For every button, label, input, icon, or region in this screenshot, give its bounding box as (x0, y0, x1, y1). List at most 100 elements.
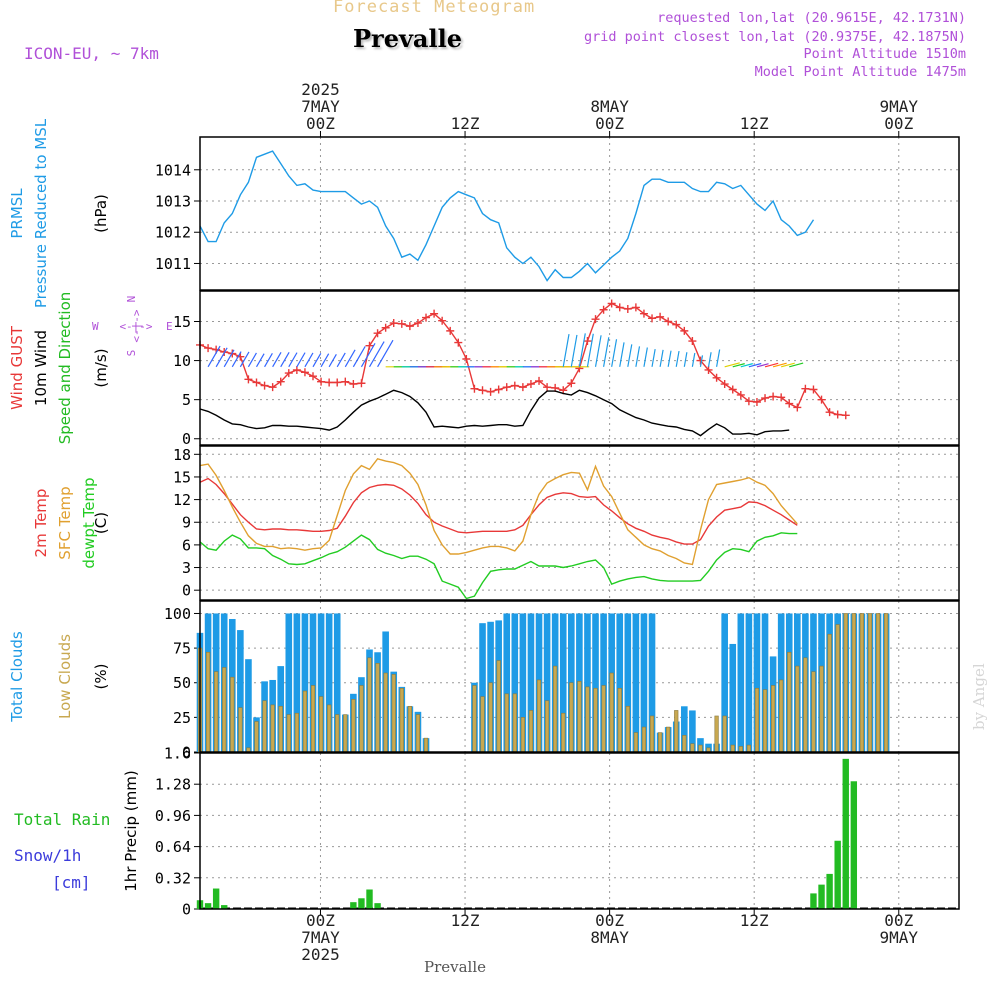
gust-marker (349, 380, 358, 389)
wind-direction-arrow (643, 347, 648, 367)
precip-bar (818, 884, 825, 909)
precip-frame (199, 752, 960, 910)
time-label-top: 7MAY (301, 97, 340, 116)
time-label-bottom: 2025 (301, 945, 340, 964)
low-cloud-bar (867, 613, 873, 753)
gust-marker (688, 337, 697, 346)
gust-marker (478, 386, 487, 395)
low-cloud-bar (601, 685, 606, 753)
model-label: ICON-EU, ~ 7km (24, 44, 159, 63)
low-cloud-bar (835, 624, 840, 753)
low-cloud-bar (569, 682, 574, 753)
wind-direction-arrow (578, 333, 586, 367)
side-label: Low Clouds (56, 634, 74, 719)
chart-title: Forecast Meteogram (333, 0, 536, 17)
wind-direction-arrow (328, 354, 337, 368)
gust-marker (833, 410, 842, 419)
total-cloud-bar (616, 613, 624, 752)
wind-direction-arrow (594, 335, 602, 367)
total-cloud-bar (245, 659, 252, 752)
low-cloud-bar (674, 710, 679, 753)
total-cloud-bar (511, 613, 519, 752)
low-cloud-bar (682, 735, 687, 753)
gust-marker (470, 384, 479, 393)
tick-label: 5 (182, 391, 191, 409)
low-cloud-bar (657, 732, 663, 753)
wind-direction-arrow (570, 334, 578, 367)
gust-marker (333, 378, 342, 387)
low-cloud-bar (544, 700, 550, 753)
total-cloud-bar (559, 613, 567, 752)
wind-direction-arrow (627, 344, 633, 367)
wind-direction-arrow (756, 363, 769, 368)
compass-east: E (166, 320, 173, 333)
gust-marker (260, 381, 269, 390)
unit-label: (%) (92, 664, 110, 690)
precip-bar (350, 902, 357, 909)
low-cloud-bar (294, 712, 299, 753)
footer-location: Prevalle (424, 958, 487, 976)
temp-line (199, 477, 798, 545)
time-label-bottom: 12Z (740, 911, 769, 930)
gust-marker (268, 383, 277, 392)
wind-direction-arrow (247, 352, 257, 368)
precip-bar (374, 903, 381, 909)
compass-ew-arrows: <-|-> (119, 320, 152, 333)
total-cloud-bar (237, 630, 244, 752)
low-cloud-bar (698, 744, 703, 753)
low-cloud-bar (286, 714, 291, 753)
gust-marker (535, 376, 544, 385)
wind-direction-arrow (231, 351, 242, 368)
point-altitude: Point Altitude 1510m (803, 46, 966, 62)
gust-marker (567, 379, 576, 388)
total-cloud-bar (309, 613, 317, 752)
low-cloud-bar (512, 693, 517, 753)
low-cloud-bar (593, 687, 598, 753)
low-cloud-bar (318, 696, 324, 753)
wind-direction-arrow (344, 349, 356, 368)
total-cloud-bar (753, 613, 761, 752)
tick-label: 0 (182, 430, 191, 448)
gust-marker (381, 323, 390, 332)
compass-ns-arrows: <-|-> (130, 309, 143, 342)
wind-direction-arrow (264, 353, 273, 368)
gust-marker (752, 398, 761, 407)
low-cloud-bar (351, 699, 356, 753)
gust-marker (809, 385, 818, 394)
wind-direction-arrow (764, 362, 779, 368)
gust-marker (389, 319, 398, 328)
low-cloud-bar (754, 687, 760, 753)
dewpt-line (199, 532, 798, 600)
gust-marker (591, 315, 600, 324)
gust-marker (510, 381, 519, 390)
gust-marker (252, 378, 261, 387)
tick-label: 0 (182, 901, 191, 919)
gust-marker (648, 314, 657, 323)
total-cloud-bar (592, 613, 599, 752)
time-label-bottom: 00Z (595, 911, 624, 930)
gust-marker (494, 385, 503, 394)
wind-direction-arrow (781, 362, 795, 368)
gust-marker (785, 399, 794, 408)
tick-label: 1011 (155, 255, 191, 273)
precip-bar (850, 781, 858, 909)
gust-marker (801, 384, 810, 393)
gust-marker (656, 312, 665, 321)
wind-frame (199, 290, 960, 446)
gust-marker (430, 309, 439, 318)
gust-marker (736, 390, 745, 399)
snow-legend: Snow/1h (14, 846, 81, 865)
gust-marker (454, 338, 463, 347)
wind-direction-arrow (368, 341, 385, 368)
compass-south: S (125, 350, 138, 357)
low-cloud-bar (391, 674, 396, 753)
precip-bar (366, 889, 373, 909)
tick-label: 100 (164, 605, 191, 623)
low-cloud-bar (561, 712, 566, 753)
snow-unit-legend: [cm] (52, 873, 91, 892)
low-cloud-bar (666, 726, 671, 753)
time-label-top: 12Z (740, 114, 769, 133)
wind-direction-arrow (635, 346, 641, 367)
wind-direction-arrow (683, 352, 688, 367)
